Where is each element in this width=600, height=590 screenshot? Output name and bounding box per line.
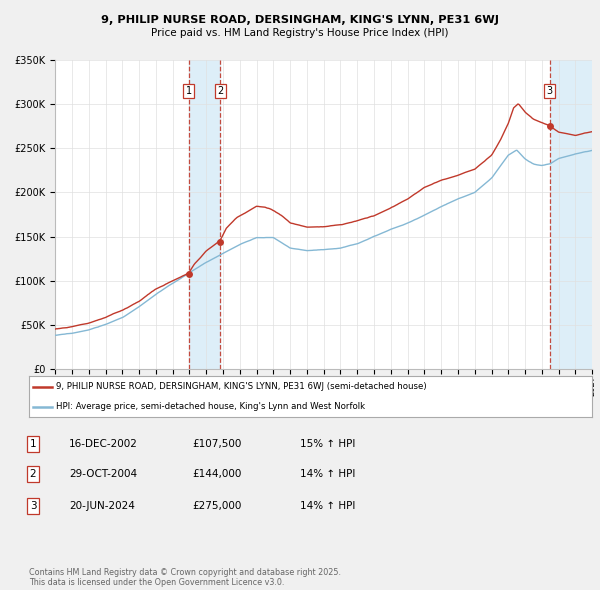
Text: 16-DEC-2002: 16-DEC-2002 — [69, 440, 138, 449]
Text: 2: 2 — [217, 86, 223, 96]
Text: 14% ↑ HPI: 14% ↑ HPI — [300, 501, 355, 510]
Text: Price paid vs. HM Land Registry's House Price Index (HPI): Price paid vs. HM Land Registry's House … — [151, 28, 449, 38]
Text: 1: 1 — [29, 440, 37, 449]
Text: £144,000: £144,000 — [192, 469, 241, 478]
Text: 9, PHILIP NURSE ROAD, DERSINGHAM, KING'S LYNN, PE31 6WJ: 9, PHILIP NURSE ROAD, DERSINGHAM, KING'S… — [101, 15, 499, 25]
Text: 15% ↑ HPI: 15% ↑ HPI — [300, 440, 355, 449]
Text: 9, PHILIP NURSE ROAD, DERSINGHAM, KING'S LYNN, PE31 6WJ (semi-detached house): 9, PHILIP NURSE ROAD, DERSINGHAM, KING'S… — [56, 382, 427, 392]
Text: £107,500: £107,500 — [192, 440, 241, 449]
Text: HPI: Average price, semi-detached house, King's Lynn and West Norfolk: HPI: Average price, semi-detached house,… — [56, 402, 365, 411]
Text: 29-OCT-2004: 29-OCT-2004 — [69, 469, 137, 478]
Text: 14% ↑ HPI: 14% ↑ HPI — [300, 469, 355, 478]
Bar — [550, 60, 592, 369]
Bar — [189, 60, 220, 369]
Text: Contains HM Land Registry data © Crown copyright and database right 2025.
This d: Contains HM Land Registry data © Crown c… — [29, 568, 341, 587]
Text: 20-JUN-2024: 20-JUN-2024 — [69, 501, 135, 510]
Text: 3: 3 — [547, 86, 553, 96]
Text: 1: 1 — [186, 86, 192, 96]
Text: 3: 3 — [29, 501, 37, 510]
Text: £275,000: £275,000 — [192, 501, 241, 510]
Text: 2: 2 — [29, 469, 37, 478]
